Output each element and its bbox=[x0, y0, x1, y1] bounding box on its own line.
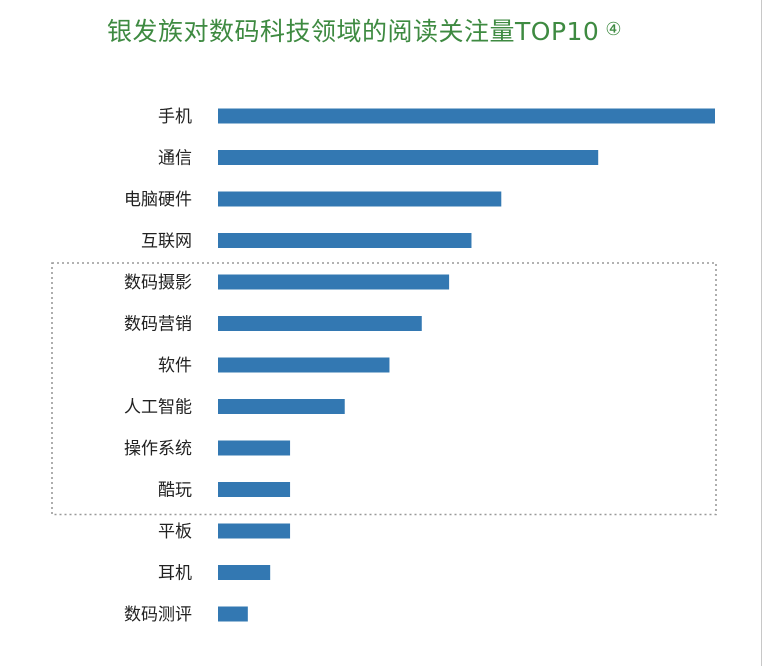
category-label: 互联网 bbox=[141, 232, 192, 252]
category-label: 平板 bbox=[158, 522, 192, 542]
bar bbox=[218, 150, 599, 165]
right-border-line bbox=[761, 0, 762, 666]
bar bbox=[218, 191, 502, 207]
category-label: 数码测评 bbox=[124, 605, 192, 625]
bar bbox=[218, 482, 291, 497]
bar bbox=[218, 565, 271, 580]
category-label: 数码摄影 bbox=[124, 273, 192, 293]
bar bbox=[218, 108, 715, 124]
bar bbox=[218, 274, 450, 290]
category-label: 酷玩 bbox=[158, 481, 192, 501]
category-label: 操作系统 bbox=[124, 439, 192, 459]
bar bbox=[218, 399, 345, 414]
bar bbox=[218, 440, 291, 456]
category-label: 耳机 bbox=[158, 564, 192, 584]
category-label: 电脑硬件 bbox=[124, 190, 192, 210]
bar bbox=[218, 523, 291, 539]
category-label: 人工智能 bbox=[124, 398, 192, 418]
highlight-box bbox=[51, 262, 717, 516]
chart-title-text: 银发族对数码科技领域的阅读关注量TOP10 bbox=[107, 17, 600, 46]
category-label: 手机 bbox=[158, 107, 192, 127]
bar bbox=[218, 316, 422, 331]
chart-title: 银发族对数码科技领域的阅读关注量TOP10 ④ bbox=[107, 12, 622, 48]
category-label: 数码营销 bbox=[124, 315, 192, 335]
category-label: 软件 bbox=[158, 356, 192, 376]
bar bbox=[218, 606, 248, 622]
chart-title-marker: ④ bbox=[605, 19, 622, 40]
bar bbox=[218, 233, 472, 248]
category-label: 通信 bbox=[158, 149, 192, 169]
bar bbox=[218, 357, 390, 373]
